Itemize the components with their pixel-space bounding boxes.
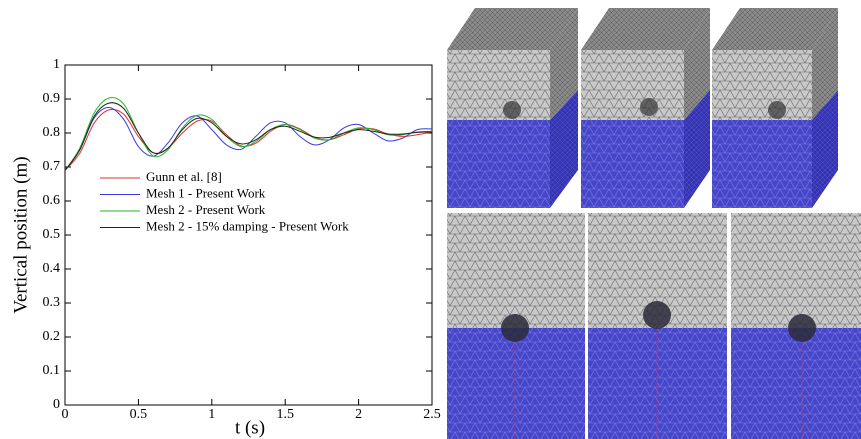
y-tick-label: 0.7 xyxy=(43,159,61,174)
slice-air xyxy=(731,213,861,328)
y-tick-label: 0.8 xyxy=(43,125,61,140)
cube-view-3 xyxy=(712,8,838,208)
series-line xyxy=(64,97,433,171)
sphere xyxy=(768,101,786,119)
cube-front xyxy=(447,50,550,120)
cube-side-water xyxy=(684,90,710,208)
cube-side-water xyxy=(812,90,838,208)
slice-air xyxy=(447,213,585,328)
x-tick-label: 0.5 xyxy=(130,407,148,422)
y-tick-label: 0.2 xyxy=(43,329,61,344)
cube-front-water xyxy=(447,120,550,208)
sphere xyxy=(643,301,671,329)
y-tick-label: 0.6 xyxy=(43,193,61,208)
x-tick-label: 2.5 xyxy=(423,407,441,422)
x-axis-label: t (s) xyxy=(235,417,265,438)
legend-label: Mesh 2 - Present Work xyxy=(146,202,266,217)
cube-front-water xyxy=(712,120,812,208)
y-tick-label: 0.5 xyxy=(43,227,61,242)
y-tick-label: 1 xyxy=(53,57,60,72)
cube-side xyxy=(550,8,578,120)
legend-label: Mesh 1 - Present Work xyxy=(146,185,266,200)
legend-label: Gunn et al. [8] xyxy=(146,169,222,184)
sphere xyxy=(503,101,521,119)
cube-top xyxy=(581,8,710,50)
sphere xyxy=(788,314,816,342)
cube-front xyxy=(581,50,684,120)
x-tick-label: 2 xyxy=(355,407,362,422)
y-tick-label: 0.1 xyxy=(43,363,61,378)
cube-front xyxy=(712,50,812,120)
slice-view-1 xyxy=(447,213,585,439)
line-chart: t (s) Vertical position (m) 0 0.1 0.2 0.3 0.… xyxy=(10,57,440,438)
cube-view-2 xyxy=(581,8,710,208)
x-tick-label: 0 xyxy=(62,407,69,422)
x-tick-label: 1 xyxy=(208,407,215,422)
mesh-images xyxy=(447,8,861,439)
y-tick-label: 0.3 xyxy=(43,295,61,310)
x-tick-label: 1.5 xyxy=(276,407,294,422)
cube-side xyxy=(684,8,710,120)
slice-view-2 xyxy=(588,213,727,439)
cube-front-water xyxy=(581,120,684,208)
series-line xyxy=(64,102,433,171)
sphere xyxy=(640,98,658,116)
cube-side-water xyxy=(550,90,578,208)
legend-label: Mesh 2 - 15% damping - Present Work xyxy=(146,218,349,233)
series-line xyxy=(64,108,433,171)
slice-view-3 xyxy=(731,213,861,439)
cube-top xyxy=(712,8,838,50)
y-tick-label: 0.4 xyxy=(43,261,61,276)
y-axis-label: Vertical position (m) xyxy=(10,156,31,313)
cube-view-1 xyxy=(447,8,578,208)
slice-water xyxy=(447,328,585,439)
y-tick-label: 0 xyxy=(53,397,60,412)
slice-water xyxy=(731,328,861,439)
cube-top xyxy=(447,8,578,50)
series-line xyxy=(64,106,433,171)
sphere xyxy=(501,314,529,342)
plot-frame xyxy=(64,64,433,406)
y-tick-label: 0.9 xyxy=(43,91,61,106)
cube-side xyxy=(812,8,838,120)
